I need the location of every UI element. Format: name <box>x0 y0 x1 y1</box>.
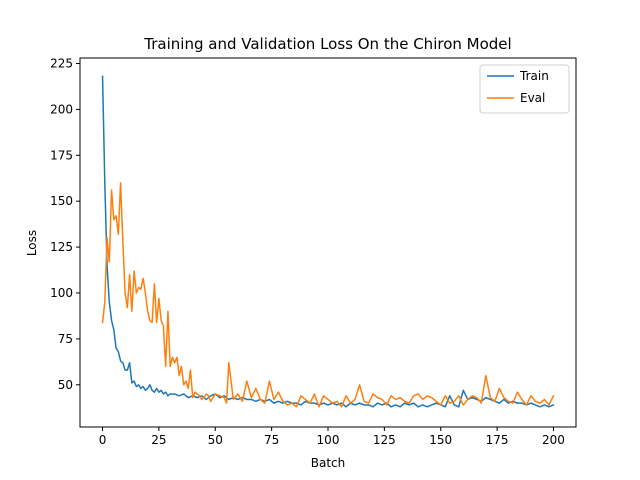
x-tick-label: 175 <box>486 433 509 447</box>
x-tick-label: 50 <box>208 433 223 447</box>
x-tick-label: 0 <box>99 433 107 447</box>
x-tick-label: 150 <box>429 433 452 447</box>
x-tick-label: 200 <box>542 433 565 447</box>
legend-label-train: Train <box>519 69 549 83</box>
series-line-train <box>101 75 555 408</box>
y-tick-label: 200 <box>50 102 73 116</box>
x-tick-label: 75 <box>264 433 279 447</box>
y-tick-label: 225 <box>50 57 73 71</box>
x-tick-label: 125 <box>373 433 396 447</box>
legend-label-eval: Eval <box>520 91 545 105</box>
y-tick-label: 175 <box>50 148 73 162</box>
y-tick-label: 150 <box>50 194 73 208</box>
legend-box <box>479 64 570 114</box>
series-line-eval <box>101 182 555 408</box>
y-tick-label: 125 <box>50 240 73 254</box>
y-tick-label: 75 <box>58 332 73 346</box>
x-tick-label: 100 <box>317 433 340 447</box>
chart-title: Training and Validation Loss On the Chir… <box>143 35 511 53</box>
x-axis: 0 25 50 75 100 125 150 175 200 <box>99 427 565 447</box>
x-tick-label: 25 <box>151 433 166 447</box>
y-axis-label: Loss <box>25 230 39 256</box>
legend: Train Eval <box>479 64 570 114</box>
series-group <box>101 75 555 408</box>
y-tick-label: 100 <box>50 286 73 300</box>
y-tick-label: 50 <box>58 378 73 392</box>
x-axis-label: Batch <box>311 456 346 470</box>
y-axis: 50 75 100 125 150 175 200 225 <box>50 57 80 392</box>
